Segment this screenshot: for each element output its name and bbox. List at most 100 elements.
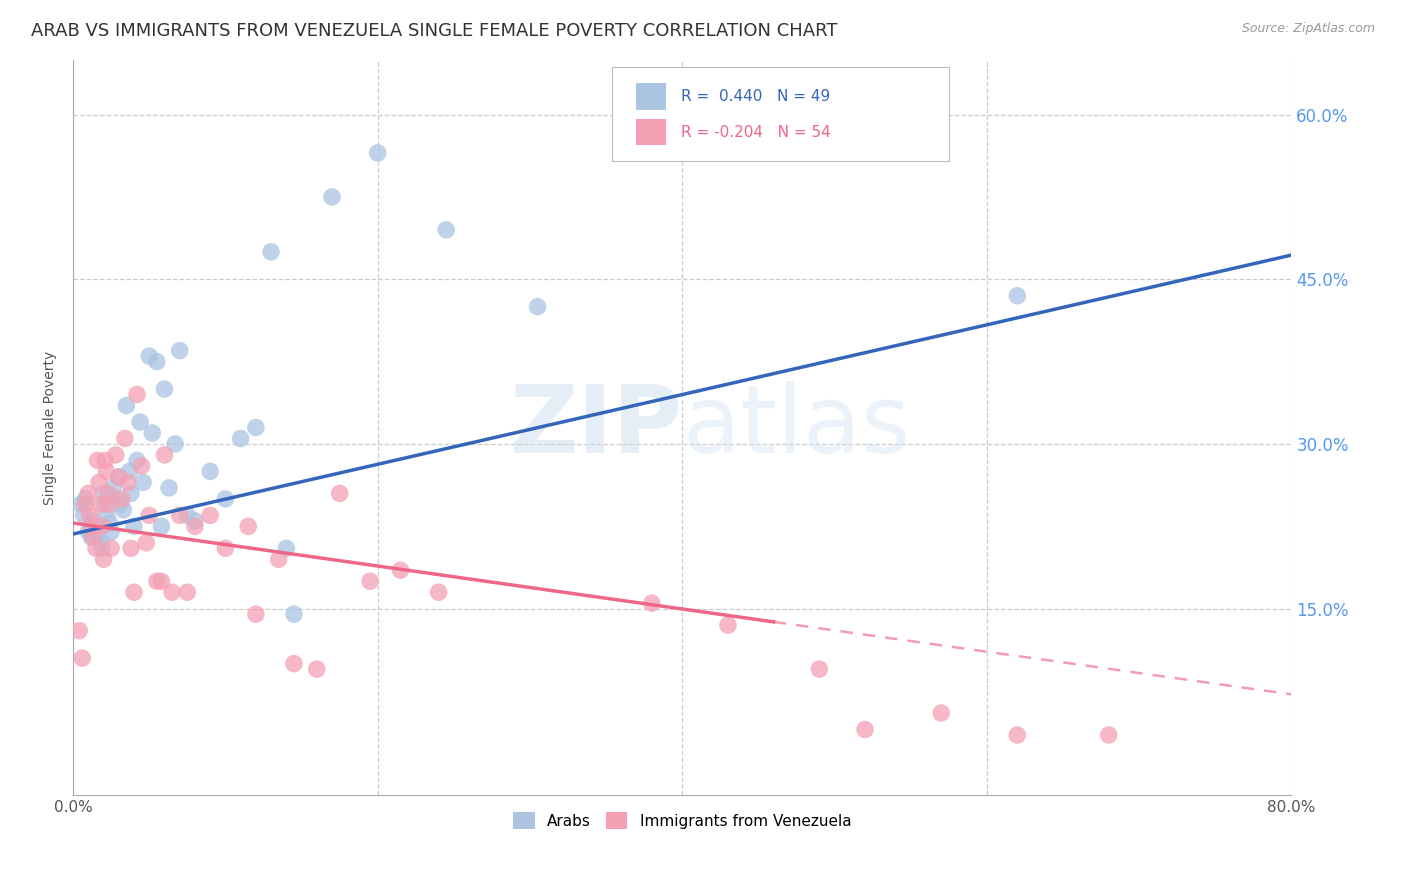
Point [526, 300, 548, 314]
Point [169, 508, 191, 523]
Point [93, 486, 115, 500]
Point [111, 491, 134, 506]
Point [434, 223, 457, 237]
Point [153, 382, 176, 396]
Point [100, 541, 122, 556]
Point [214, 491, 236, 506]
Point [1007, 289, 1029, 303]
Point [93, 552, 115, 566]
Text: ARAB VS IMMIGRANTS FROM VENEZUELA SINGLE FEMALE POVERTY CORRELATION CHART: ARAB VS IMMIGRANTS FROM VENEZUELA SINGLE… [31, 22, 838, 40]
Point [929, 706, 952, 720]
Point [117, 475, 139, 490]
Point [125, 387, 148, 401]
Point [283, 607, 305, 622]
Point [120, 486, 142, 500]
Text: R =  0.440   N = 49: R = 0.440 N = 49 [681, 89, 830, 103]
Point [141, 425, 163, 440]
Point [82, 514, 104, 528]
Y-axis label: Single Female Poverty: Single Female Poverty [44, 351, 58, 505]
Point [80, 530, 103, 544]
Text: ZIP: ZIP [509, 382, 682, 474]
Point [184, 514, 207, 528]
Point [184, 519, 207, 533]
Point [245, 420, 267, 434]
Point [80, 519, 103, 533]
Point [329, 486, 352, 500]
Legend: Arabs, Immigrants from Venezuela: Arabs, Immigrants from Venezuela [508, 805, 858, 836]
Point [79, 508, 101, 523]
Point [82, 530, 104, 544]
Point [283, 657, 305, 671]
Point [110, 497, 132, 511]
Point [122, 585, 145, 599]
Point [118, 465, 141, 479]
Point [198, 508, 221, 523]
Point [138, 508, 160, 523]
Point [260, 244, 283, 259]
Point [67, 624, 90, 638]
Point [114, 432, 136, 446]
Point [101, 481, 124, 495]
Point [96, 508, 118, 523]
Point [91, 519, 114, 533]
Point [97, 486, 120, 500]
Point [86, 453, 108, 467]
Point [104, 491, 127, 506]
Point [89, 497, 111, 511]
Point [107, 470, 129, 484]
Point [86, 527, 108, 541]
Point [75, 491, 97, 506]
Point [305, 662, 328, 676]
Point [1007, 728, 1029, 742]
Point [107, 470, 129, 484]
Point [84, 519, 107, 533]
Point [165, 437, 187, 451]
Point [150, 574, 173, 589]
Point [153, 448, 176, 462]
Point [77, 486, 100, 500]
Point [125, 453, 148, 467]
Point [238, 519, 260, 533]
Point [853, 723, 876, 737]
Point [367, 145, 389, 160]
Point [75, 497, 97, 511]
Point [73, 508, 96, 523]
Point [214, 541, 236, 556]
Point [276, 541, 298, 556]
Point [129, 415, 152, 429]
Point [229, 432, 252, 446]
Point [112, 503, 135, 517]
Point [146, 354, 169, 368]
Text: atlas: atlas [682, 382, 911, 474]
Point [104, 448, 127, 462]
Point [115, 399, 138, 413]
Point [131, 458, 153, 473]
Point [138, 349, 160, 363]
Point [389, 563, 412, 577]
Point [122, 519, 145, 533]
Point [717, 618, 740, 632]
Point [87, 475, 110, 490]
Point [70, 651, 93, 665]
Point [146, 574, 169, 589]
Point [176, 508, 198, 523]
Point [98, 516, 121, 530]
Point [157, 481, 180, 495]
Point [98, 497, 121, 511]
Point [100, 524, 122, 539]
Point [169, 343, 191, 358]
Point [120, 541, 142, 556]
Point [94, 497, 117, 511]
Point [359, 574, 381, 589]
Point [641, 596, 664, 610]
Point [245, 607, 267, 622]
Point [267, 552, 290, 566]
Point [77, 524, 100, 539]
Point [69, 497, 91, 511]
Point [84, 541, 107, 556]
Point [132, 475, 155, 490]
Point [150, 519, 173, 533]
Point [160, 585, 183, 599]
Point [135, 536, 157, 550]
Point [89, 533, 111, 548]
